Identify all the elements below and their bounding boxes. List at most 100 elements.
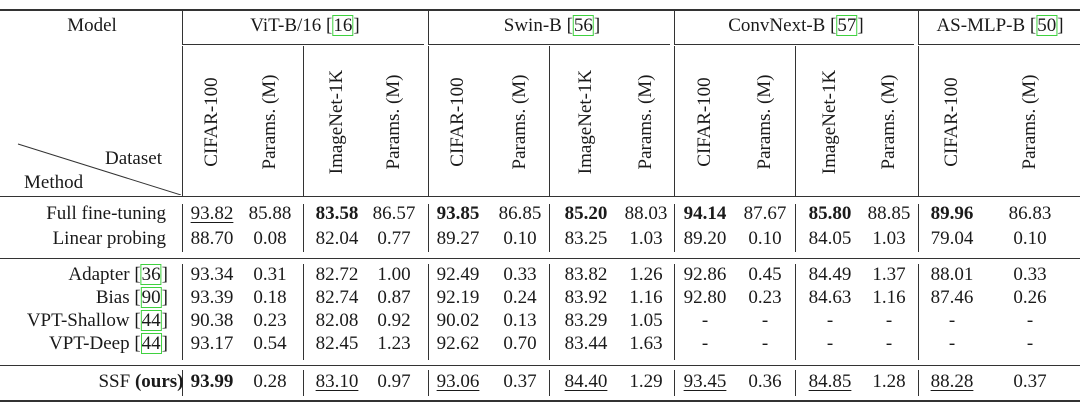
table-cell: 0.31	[253, 264, 287, 285]
table-cell: 0.87	[377, 287, 411, 308]
column-separator	[918, 264, 919, 360]
group-separator	[428, 11, 429, 45]
column-separator	[795, 204, 796, 252]
table-cell: 85.88	[248, 203, 292, 224]
table-cell: 0.54	[253, 333, 287, 354]
table-cell: 0.97	[377, 371, 411, 392]
citation-link[interactable]: 44	[140, 310, 162, 331]
method-name: VPT-Deep [44]	[49, 333, 168, 354]
table-cell: 88.70	[190, 228, 234, 249]
group-header: AS-MLP-B [50]	[936, 15, 1064, 36]
table-cell: 0.37	[503, 371, 537, 392]
table-cell: 0.23	[253, 310, 287, 331]
table-cell: 89.20	[683, 228, 727, 249]
group-header: ViT-B/16 [16]	[250, 15, 360, 36]
citation-link[interactable]: 56	[572, 15, 594, 36]
group-separator	[674, 11, 675, 45]
table-cell: 0.13	[503, 310, 537, 331]
table-cell: 93.17	[190, 333, 234, 354]
table-cell: 92.62	[436, 333, 480, 354]
column-separator	[549, 370, 550, 396]
table-cell: 1.37	[872, 264, 906, 285]
table-cell: 85.80	[808, 203, 852, 224]
column-header: CIFAR-100	[941, 77, 962, 167]
header-rule	[0, 196, 1080, 197]
table-cell: 82.04	[315, 228, 359, 249]
column-separator	[795, 264, 796, 360]
table-cell: 1.16	[629, 287, 663, 308]
table-cell: 0.23	[748, 287, 782, 308]
table-cell: -	[948, 333, 956, 354]
group-underline	[674, 44, 914, 45]
table-cell: -	[948, 310, 956, 331]
table-cell: 1.63	[629, 333, 663, 354]
column-separator	[795, 370, 796, 396]
table-cell: -	[826, 310, 834, 331]
column-separator	[428, 370, 429, 396]
table-cell: 87.67	[743, 203, 787, 224]
citation-link[interactable]: 57	[836, 15, 858, 36]
table-cell: 87.46	[930, 287, 974, 308]
table-cell: 1.26	[629, 264, 663, 285]
table-cell: 90.02	[436, 310, 480, 331]
table-cell: 89.96	[930, 203, 974, 224]
citation-link[interactable]: 50	[1036, 15, 1058, 36]
citation-link[interactable]: 36	[140, 264, 162, 285]
dataset-header: Dataset	[105, 148, 162, 169]
table-cell: 86.83	[1008, 203, 1052, 224]
table-cell: 0.92	[377, 310, 411, 331]
column-separator	[549, 46, 550, 196]
column-separator	[182, 264, 183, 360]
table-cell: 92.86	[683, 264, 727, 285]
table-cell: 84.40	[564, 371, 608, 392]
column-header: ImageNet-1K	[326, 69, 347, 175]
table-cell: 1.28	[872, 371, 906, 392]
column-header: CIFAR-100	[447, 77, 468, 167]
column-separator	[795, 46, 796, 196]
model-header: Model	[67, 15, 117, 36]
table-cell: 0.24	[503, 287, 537, 308]
column-header: Params. (M)	[754, 74, 775, 170]
method-name: Bias [90]	[95, 287, 168, 308]
group-separator	[918, 46, 919, 196]
table-cell: 88.03	[624, 203, 668, 224]
table-cell: 90.38	[190, 310, 234, 331]
table-cell: -	[701, 310, 709, 331]
table-cell: 82.74	[315, 287, 359, 308]
group-header: Swin-B [56]	[503, 15, 601, 36]
table-cell: 1.00	[377, 264, 411, 285]
table-cell: 86.85	[498, 203, 542, 224]
column-separator	[674, 264, 675, 360]
table-cell: 0.36	[748, 371, 782, 392]
table-cell: 85.20	[564, 203, 608, 224]
table-cell: -	[885, 310, 893, 331]
table-cell: 1.03	[629, 228, 663, 249]
table-cell: 84.49	[808, 264, 852, 285]
method-name: Linear probing	[52, 228, 166, 249]
table-cell: 82.45	[315, 333, 359, 354]
ours-rule	[0, 365, 1080, 366]
column-separator	[918, 204, 919, 252]
table-cell: 83.82	[564, 264, 608, 285]
column-separator	[303, 370, 304, 396]
table-cell: 0.77	[377, 228, 411, 249]
table-cell: -	[826, 333, 834, 354]
citation-link[interactable]: 16	[332, 15, 354, 36]
table-cell: 1.23	[377, 333, 411, 354]
column-header: Params. (M)	[1019, 74, 1040, 170]
table-cell: 84.05	[808, 228, 852, 249]
column-header: ImageNet-1K	[575, 69, 596, 175]
table-cell: 83.92	[564, 287, 608, 308]
table-cell: 83.29	[564, 310, 608, 331]
citation-link[interactable]: 44	[140, 333, 162, 354]
table-cell: 0.37	[1013, 371, 1047, 392]
group-separator	[182, 46, 183, 196]
table-cell: 93.85	[436, 203, 480, 224]
table-cell: 0.10	[1013, 228, 1047, 249]
column-header: CIFAR-100	[694, 77, 715, 167]
table-cell: 0.33	[503, 264, 537, 285]
column-separator	[303, 46, 304, 196]
table-cell: 0.33	[1013, 264, 1047, 285]
citation-link[interactable]: 90	[140, 287, 162, 308]
table-cell: 0.70	[503, 333, 537, 354]
